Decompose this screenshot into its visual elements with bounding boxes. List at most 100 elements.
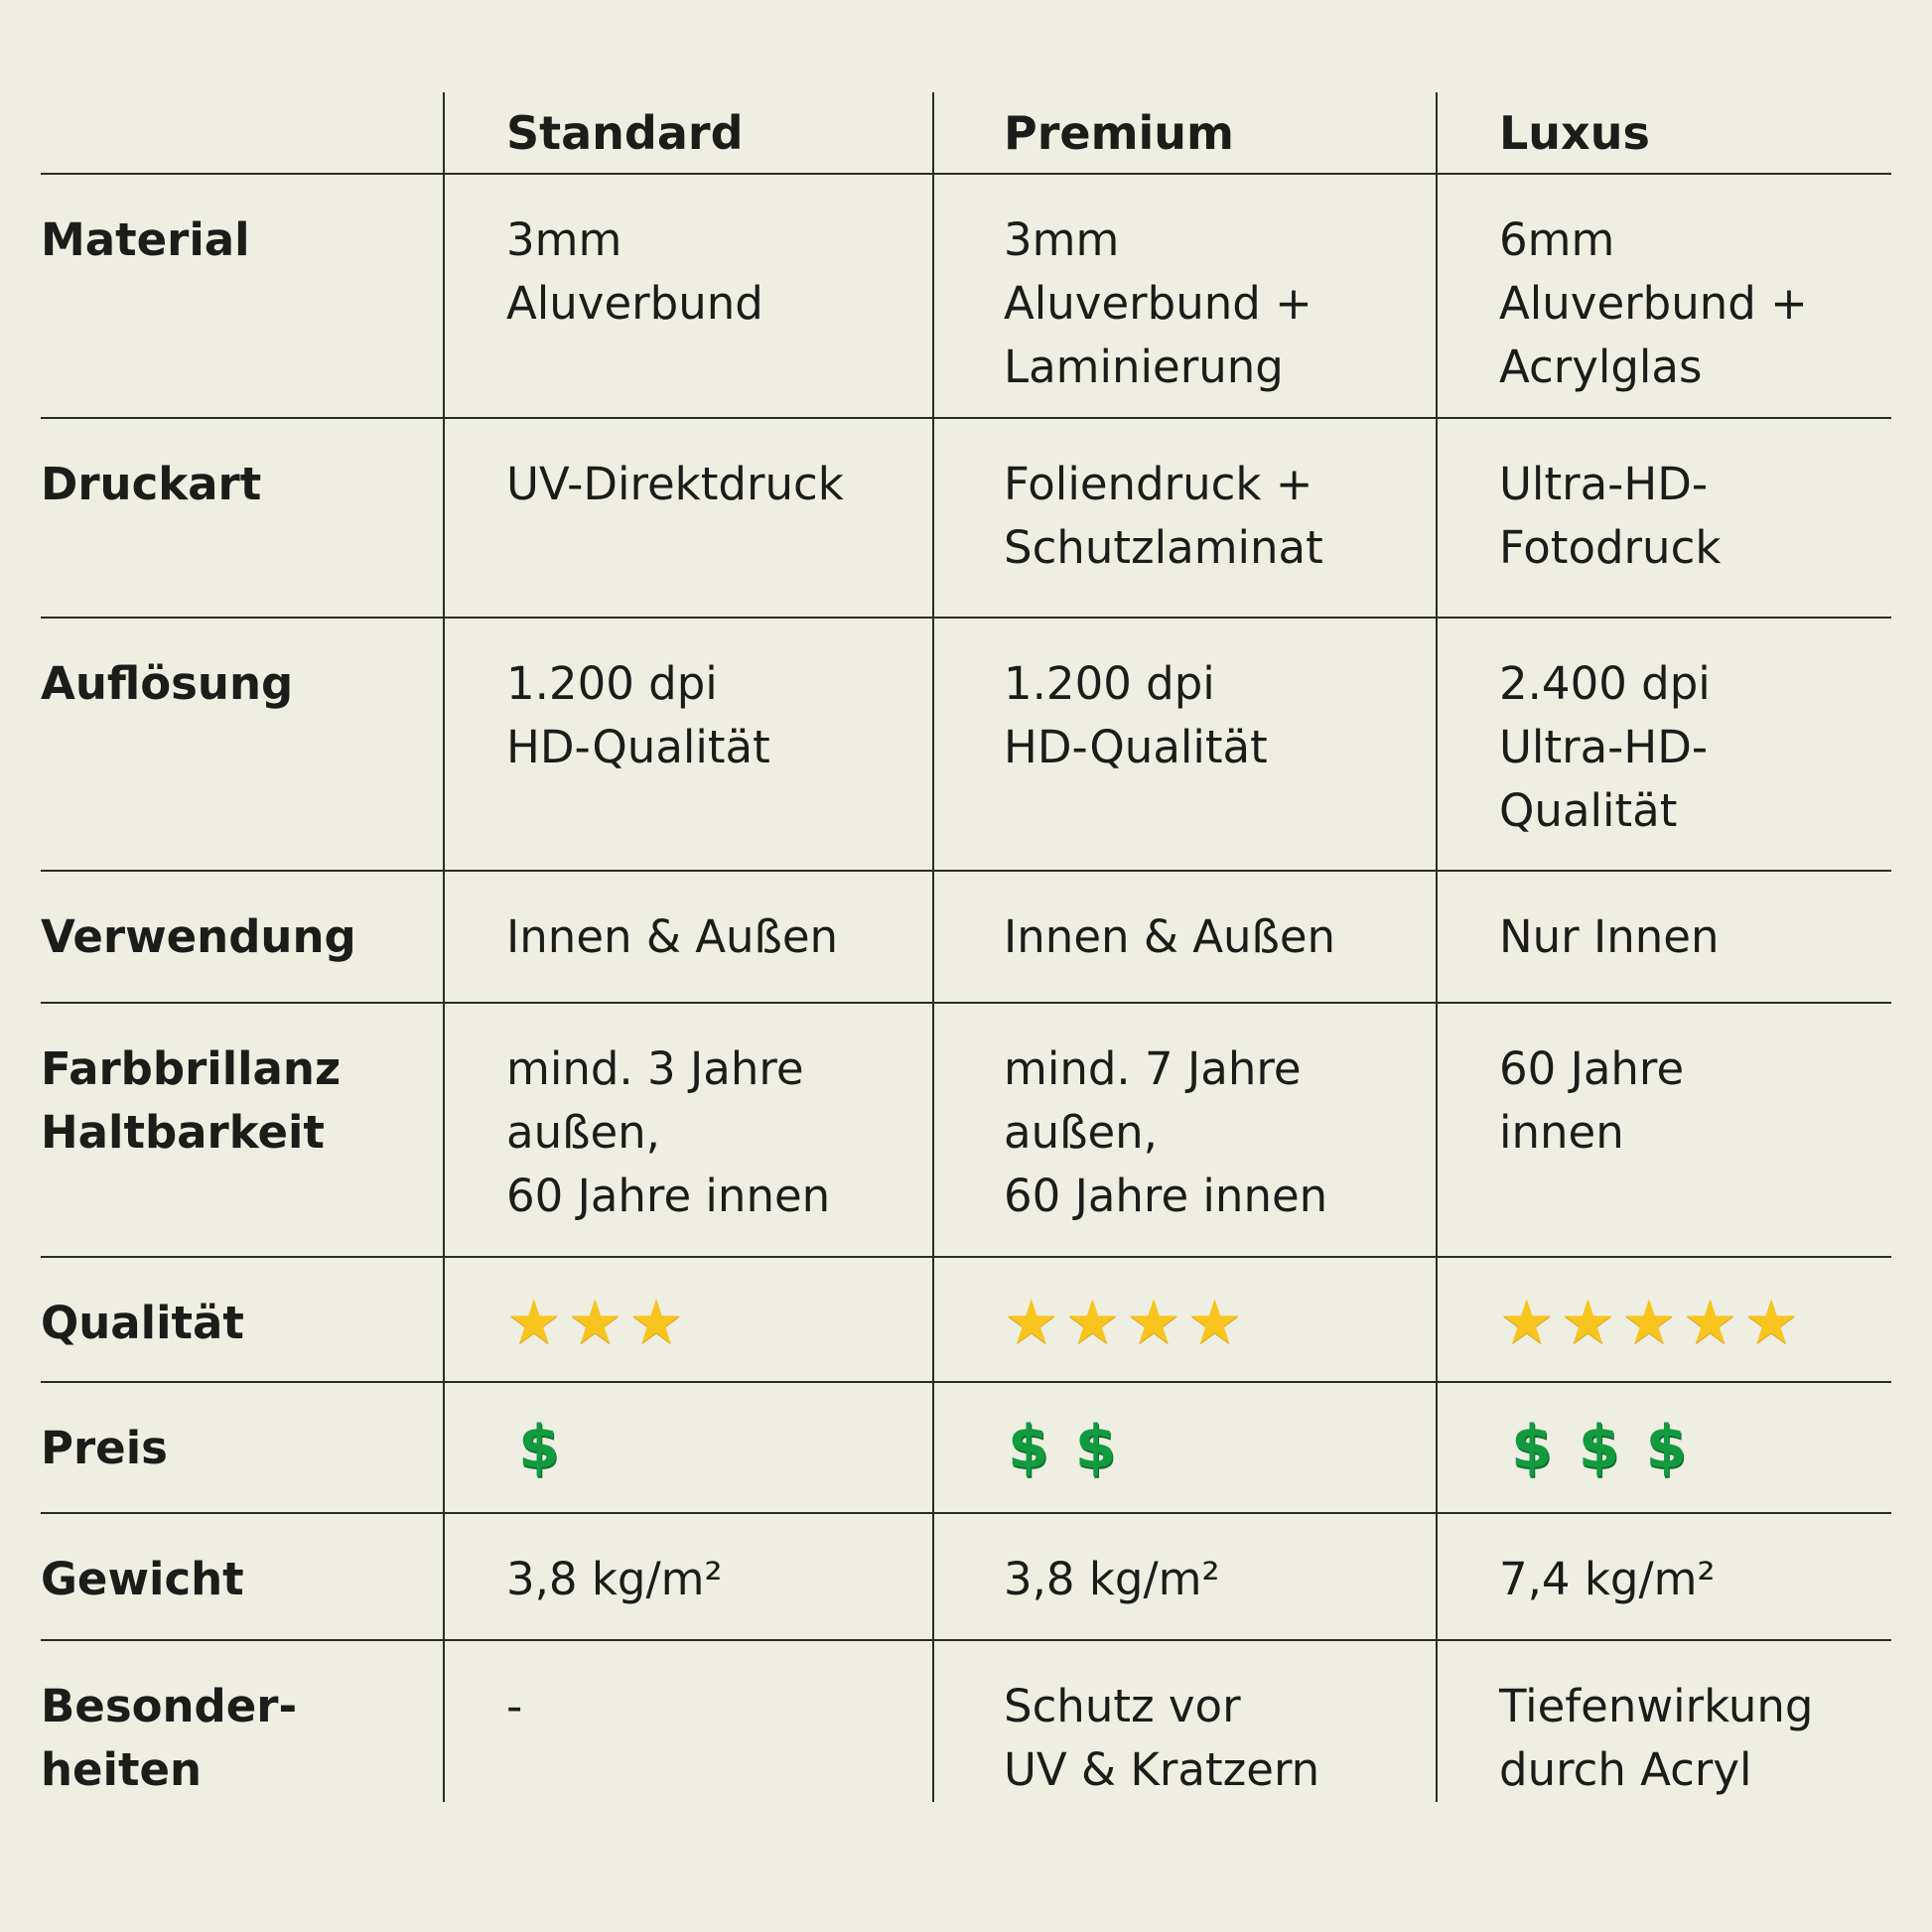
rating-cell: ★ ★ ★ — [443, 1256, 933, 1382]
dollar-icon: $ — [1511, 1413, 1553, 1482]
row-label: Farbbrillanz Haltbarkeit — [41, 1002, 444, 1257]
table-cell: mind. 7 Jahre außen, 60 Jahre innen — [932, 1002, 1437, 1257]
comparison-table: Standard Premium Luxus Material 3mm Aluve… — [41, 92, 1891, 1802]
table-cell: mind. 3 Jahre außen, 60 Jahre innen — [443, 1002, 933, 1257]
star-icon: ★ — [506, 1286, 562, 1358]
row-label-text: Qualität — [41, 1297, 244, 1349]
row-label: Material — [41, 173, 444, 418]
table-cell: Innen & Außen — [443, 870, 933, 1003]
star-icon: ★ — [1560, 1286, 1616, 1358]
header-standard: Standard — [443, 92, 933, 174]
table-cell: Nur Innen — [1436, 870, 1891, 1003]
row-label-text: Verwendung — [41, 910, 356, 963]
cell-text: 7,4 kg/m² — [1499, 1553, 1716, 1605]
dollar-icon: $ — [1074, 1413, 1117, 1482]
row-label-text: Gewicht — [41, 1553, 244, 1605]
cell-text: mind. 7 Jahre außen, 60 Jahre innen — [1004, 1042, 1328, 1222]
table-cell: 3,8 kg/m² — [932, 1512, 1437, 1640]
row-label-text: Material — [41, 213, 250, 266]
cell-text: 3mm Aluverbund + Laminierung — [1004, 213, 1312, 393]
star-icon: ★ — [1743, 1286, 1799, 1358]
cell-text: Ultra-HD- Fotodruck — [1499, 458, 1722, 574]
cell-text: UV-Direktdruck — [506, 458, 844, 510]
rating-cell: ★ ★ ★ ★ — [932, 1256, 1437, 1382]
row-label: Besonder- heiten — [41, 1639, 444, 1802]
cell-text: 3mm Aluverbund — [506, 213, 763, 330]
table-cell: - — [443, 1639, 933, 1802]
table-cell: Innen & Außen — [932, 870, 1437, 1003]
column-title: Luxus — [1499, 105, 1650, 160]
cell-text: Innen & Außen — [506, 910, 839, 963]
cell-text: Foliendruck + Schutzlaminat — [1004, 458, 1323, 574]
table-cell: 3mm Aluverbund — [443, 173, 933, 418]
table-cell: 1.200 dpi HD-Qualität — [443, 617, 933, 871]
table-cell: UV-Direktdruck — [443, 417, 933, 618]
cell-text: 60 Jahre innen — [1499, 1042, 1685, 1159]
table-row: Verwendung Innen & Außen Innen & Außen Nur … — [41, 870, 1891, 1003]
cell-text: 6mm Aluverbund + Acrylglas — [1499, 213, 1808, 393]
table-cell: Tiefenwirkung durch Acryl — [1436, 1639, 1891, 1802]
star-icon: ★ — [1499, 1286, 1555, 1358]
cell-text: 1.200 dpi HD-Qualität — [1004, 657, 1268, 773]
table-cell: Foliendruck + Schutzlaminat — [932, 417, 1437, 618]
cell-text: Tiefenwirkung durch Acryl — [1499, 1680, 1814, 1796]
row-label: Qualität — [41, 1256, 444, 1382]
star-icon: ★ — [1186, 1286, 1243, 1358]
row-label: Verwendung — [41, 870, 444, 1003]
table-row: Druckart UV-Direktdruck Foliendruck + Schu… — [41, 417, 1891, 618]
table-cell: 3,8 kg/m² — [443, 1512, 933, 1640]
cell-text: Nur Innen — [1499, 910, 1720, 963]
star-icon: ★ — [1621, 1286, 1677, 1358]
dollar-icon: $ — [1008, 1413, 1049, 1482]
row-label-text: Farbbrillanz Haltbarkeit — [41, 1042, 342, 1159]
table-row: Auflösung 1.200 dpi HD-Qualität 1.200 dpi … — [41, 617, 1891, 871]
table-cell: Schutz vor UV & Kratzern — [932, 1639, 1437, 1802]
table-cell: 7,4 kg/m² — [1436, 1512, 1891, 1640]
star-icon: ★ — [567, 1286, 623, 1358]
table-cell: 2.400 dpi Ultra-HD- Qualität — [1436, 617, 1891, 871]
cell-text: Innen & Außen — [1004, 910, 1336, 963]
price-cell: $ $ $ — [1436, 1381, 1891, 1513]
table-cell: Ultra-HD- Fotodruck — [1436, 417, 1891, 618]
dollar-icon: $ — [518, 1413, 560, 1482]
row-label-text: Besonder- heiten — [41, 1680, 298, 1796]
table-row: Material 3mm Aluverbund 3mm Aluverbund + L… — [41, 173, 1891, 418]
row-label-text: Auflösung — [41, 657, 294, 710]
cell-text: - — [506, 1680, 523, 1732]
table-cell: 1.200 dpi HD-Qualität — [932, 617, 1437, 871]
rating-cell: ★ ★ ★ ★ ★ — [1436, 1256, 1891, 1382]
cell-text: Schutz vor UV & Kratzern — [1004, 1680, 1320, 1796]
cell-text: 3,8 kg/m² — [506, 1553, 723, 1605]
row-label-text: Druckart — [41, 458, 262, 510]
star-icon: ★ — [1004, 1286, 1059, 1358]
row-label: Preis — [41, 1381, 444, 1513]
cell-text: 3,8 kg/m² — [1004, 1553, 1220, 1605]
table-row: Farbbrillanz Haltbarkeit mind. 3 Jahre au… — [41, 1002, 1891, 1257]
row-label-text: Preis — [41, 1422, 168, 1474]
table-cell: 60 Jahre innen — [1436, 1002, 1891, 1257]
row-label: Druckart — [41, 417, 444, 618]
header-luxus: Luxus — [1436, 92, 1891, 174]
dollar-icon: $ — [1645, 1413, 1688, 1482]
row-label: Auflösung — [41, 617, 444, 871]
star-icon: ★ — [1126, 1286, 1181, 1358]
row-label: Gewicht — [41, 1512, 444, 1640]
cell-text: 2.400 dpi Ultra-HD- Qualität — [1499, 657, 1711, 837]
price-cell: $ $ — [932, 1381, 1437, 1513]
cell-text: 1.200 dpi HD-Qualität — [506, 657, 770, 773]
star-icon: ★ — [1682, 1286, 1738, 1358]
table-row: Besonder- heiten - Schutz vor UV & Kratzer… — [41, 1639, 1891, 1802]
table-row: Qualität ★ ★ ★ ★ ★ ★ ★ ★ ★ ★ ★ ★ — [41, 1256, 1891, 1382]
star-icon: ★ — [628, 1286, 684, 1358]
column-title: Premium — [1004, 105, 1234, 160]
star-icon: ★ — [1064, 1286, 1121, 1358]
header-premium: Premium — [932, 92, 1437, 174]
table-row: Gewicht 3,8 kg/m² 3,8 kg/m² 7,4 kg/m² — [41, 1512, 1891, 1640]
table-cell: 3mm Aluverbund + Laminierung — [932, 173, 1437, 418]
header-row: Standard Premium Luxus — [41, 92, 1891, 174]
cell-text: mind. 3 Jahre außen, 60 Jahre innen — [506, 1042, 831, 1222]
dollar-icon: $ — [1578, 1413, 1620, 1482]
table-cell: 6mm Aluverbund + Acrylglas — [1436, 173, 1891, 418]
column-title: Standard — [506, 105, 744, 160]
table-row: Preis $ $ $ $ $ $ — [41, 1381, 1891, 1513]
